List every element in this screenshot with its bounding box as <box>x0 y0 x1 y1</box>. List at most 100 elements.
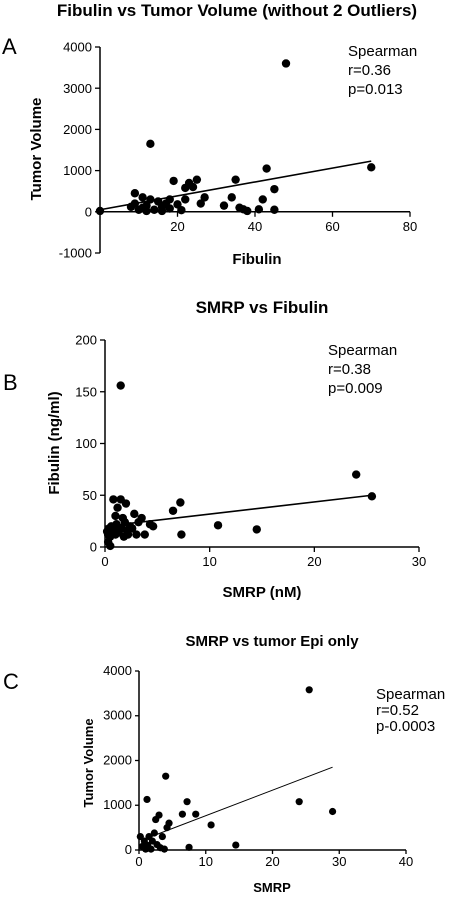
x-tick-label: 20 <box>307 554 321 569</box>
data-point <box>116 381 125 390</box>
data-point <box>95 206 105 216</box>
data-point <box>128 524 137 533</box>
y-tick-label: 3000 <box>63 81 92 96</box>
data-point <box>111 511 120 521</box>
data-point <box>207 821 215 829</box>
panel-letter: C <box>3 669 19 694</box>
data-point <box>227 193 236 202</box>
x-tick-label: 20 <box>265 854 279 869</box>
x-tick-label: 30 <box>332 854 346 869</box>
data-point <box>219 201 229 210</box>
data-point <box>143 795 151 804</box>
data-point <box>132 530 141 539</box>
data-point <box>367 492 377 501</box>
data-point <box>113 503 122 512</box>
panel-letter: A <box>2 34 17 59</box>
data-point <box>155 811 163 819</box>
stats-label: p=0.013 <box>348 81 403 98</box>
data-point <box>150 205 159 214</box>
trend-line <box>99 160 372 211</box>
stats-label: r=0.36 <box>348 62 391 79</box>
data-point <box>305 686 313 694</box>
data-point <box>130 199 140 208</box>
data-point <box>130 509 139 519</box>
data-point <box>147 845 155 853</box>
y-tick-label: 4000 <box>63 40 92 55</box>
data-point <box>177 205 186 215</box>
x-axis-label: SMRP (nM) <box>223 584 302 601</box>
panel-letter: B <box>3 370 18 395</box>
data-point <box>121 499 131 508</box>
y-tick-label: 2000 <box>63 122 92 137</box>
data-point <box>177 530 186 539</box>
data-point <box>183 798 191 806</box>
data-point <box>123 530 133 539</box>
y-tick-label: 0 <box>85 204 92 219</box>
stats-label: Spearman <box>328 342 397 359</box>
stats-label: r=0.52 <box>376 702 419 719</box>
data-point <box>270 184 279 194</box>
data-point <box>146 195 155 204</box>
x-axis-label: Fibulin <box>232 251 281 268</box>
data-point <box>158 832 166 841</box>
data-point <box>352 470 361 479</box>
y-tick-label: 150 <box>75 384 97 399</box>
data-point <box>109 495 118 504</box>
x-tick-label: 40 <box>399 854 413 869</box>
y-axis-label: Fibulin (ng/ml) <box>46 391 63 494</box>
data-point <box>138 193 147 202</box>
stats-label: Spearman <box>376 686 445 703</box>
data-point <box>137 513 146 523</box>
y-axis-label: Tumor Volume <box>81 718 96 807</box>
y-tick-label: 4000 <box>103 663 132 678</box>
y-tick-label: 100 <box>75 436 97 451</box>
chart-title: Fibulin vs Tumor Volume (without 2 Outli… <box>57 1 417 20</box>
y-tick-label: 200 <box>75 333 97 348</box>
x-tick-label: 0 <box>101 554 108 569</box>
data-point <box>270 205 279 214</box>
data-point <box>140 530 149 539</box>
data-point <box>150 829 158 837</box>
trend-line <box>104 494 372 528</box>
data-point <box>165 819 173 827</box>
data-point <box>169 176 178 186</box>
panel-c: SMRP vs tumor Epi only C Tumor Volume SM… <box>3 633 445 895</box>
data-point <box>295 798 303 806</box>
y-tick-label: -1000 <box>59 246 92 261</box>
y-tick-label: 2000 <box>103 752 132 767</box>
chart-title: SMRP vs Fibulin <box>196 298 329 317</box>
data-point <box>252 525 261 534</box>
x-tick-label: 20 <box>170 219 184 234</box>
x-axis-label: SMRP <box>253 880 291 895</box>
y-tick-label: 1000 <box>63 163 92 178</box>
data-point <box>367 163 376 172</box>
x-tick-label: 10 <box>202 554 216 569</box>
y-tick-label: 0 <box>125 842 132 857</box>
x-tick-label: 10 <box>199 854 213 869</box>
data-point <box>213 521 223 530</box>
data-point <box>142 201 151 210</box>
x-tick-label: 80 <box>403 219 417 234</box>
data-point <box>103 537 113 547</box>
y-tick-label: 50 <box>83 488 97 503</box>
data-point <box>181 195 190 204</box>
data-point <box>176 498 185 507</box>
data-point <box>148 522 158 531</box>
data-point <box>160 845 168 853</box>
x-tick-label: 60 <box>325 219 339 234</box>
stats-label: p-0.0003 <box>376 718 435 735</box>
data-point <box>192 175 202 184</box>
trend-line <box>152 766 333 837</box>
data-point <box>168 506 178 515</box>
data-point <box>328 807 337 816</box>
data-point <box>130 189 140 198</box>
panel-b: SMRP vs Fibulin B Fibulin (ng/ml) SMRP (… <box>3 298 426 601</box>
data-point <box>185 843 193 851</box>
chart-title: SMRP vs tumor Epi only <box>185 633 359 650</box>
panel-a: Fibulin vs Tumor Volume (without 2 Outli… <box>2 1 417 268</box>
y-tick-label: 0 <box>90 540 97 555</box>
x-tick-label: 0 <box>135 854 142 869</box>
y-tick-label: 1000 <box>103 797 132 812</box>
data-point <box>200 193 209 202</box>
